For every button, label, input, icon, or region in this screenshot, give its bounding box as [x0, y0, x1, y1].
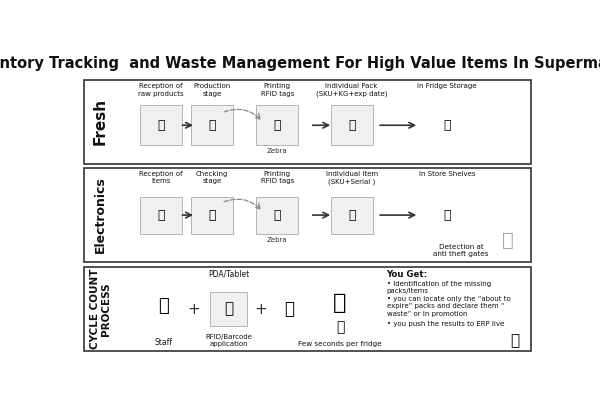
- Text: Zebra: Zebra: [267, 237, 287, 243]
- Text: ⬜: ⬜: [502, 231, 514, 250]
- Bar: [256, 105, 298, 145]
- Text: 📱: 📱: [348, 208, 355, 222]
- Text: 🖨: 🖨: [274, 119, 281, 132]
- Text: You Get:: You Get:: [386, 270, 428, 279]
- Text: 📦: 📦: [157, 208, 165, 222]
- Text: Electronics: Electronics: [94, 177, 107, 254]
- Text: In Store Shelves: In Store Shelves: [419, 171, 475, 177]
- Text: Reception of
Items: Reception of Items: [139, 171, 183, 184]
- Text: Checking
stage: Checking stage: [196, 171, 229, 184]
- Text: +: +: [254, 302, 268, 316]
- Text: 📱: 📱: [224, 302, 233, 316]
- Text: • you can locate only the “about to
expire” packs and declare them “
waste” or i: • you can locate only the “about to expi…: [386, 296, 510, 317]
- Text: 🧍: 🧍: [158, 297, 169, 315]
- Text: CYCLE COUNT
PROCESS: CYCLE COUNT PROCESS: [90, 269, 111, 349]
- Text: 🥩: 🥩: [348, 119, 355, 132]
- Text: Printing
RFID tags: Printing RFID tags: [260, 84, 294, 97]
- Bar: [191, 197, 233, 234]
- Text: Few seconds per fridge: Few seconds per fridge: [298, 341, 382, 347]
- Text: Detection at
anti theft gates: Detection at anti theft gates: [433, 244, 488, 257]
- Bar: [140, 197, 182, 234]
- Bar: [140, 105, 182, 145]
- Text: 🎁: 🎁: [157, 119, 165, 132]
- Text: 📡: 📡: [284, 300, 294, 318]
- Bar: [210, 292, 247, 326]
- Text: • Identification of the missing
packs/items: • Identification of the missing packs/it…: [386, 280, 491, 294]
- Text: Staff: Staff: [154, 338, 172, 347]
- Text: +: +: [187, 302, 200, 316]
- Text: PDA/Tablet: PDA/Tablet: [208, 270, 249, 279]
- Bar: [331, 105, 373, 145]
- Text: 📱: 📱: [510, 333, 519, 348]
- Bar: [331, 197, 373, 234]
- Text: Individual Pack
(SKU+KG+exp date): Individual Pack (SKU+KG+exp date): [316, 84, 388, 97]
- Text: In Fridge Storage: In Fridge Storage: [417, 84, 477, 90]
- Bar: [84, 267, 530, 351]
- Text: 🔧: 🔧: [336, 320, 344, 334]
- Text: 🖥: 🖥: [443, 208, 451, 222]
- Bar: [191, 105, 233, 145]
- Text: 🏗: 🏗: [208, 119, 216, 132]
- Text: 🧊: 🧊: [443, 119, 451, 132]
- Bar: [84, 168, 530, 262]
- Text: Reception of
raw products: Reception of raw products: [138, 84, 184, 97]
- Text: RFID/Barcode
application: RFID/Barcode application: [205, 334, 252, 347]
- Text: 🖨: 🖨: [274, 208, 281, 222]
- Text: • you push the results to ERP live: • you push the results to ERP live: [386, 320, 504, 326]
- Text: Production
stage: Production stage: [194, 84, 231, 97]
- Text: 🏢: 🏢: [208, 208, 216, 222]
- Text: Individual Item
(SKU+Serial ): Individual Item (SKU+Serial ): [326, 171, 378, 185]
- Text: Inventory Tracking  and Waste Management For High Value Items In Supermarkets: Inventory Tracking and Waste Management …: [0, 56, 600, 71]
- Bar: [84, 80, 530, 164]
- Bar: [256, 197, 298, 234]
- Text: Fresh: Fresh: [93, 98, 108, 146]
- Text: 🛒: 🛒: [334, 293, 347, 313]
- Text: Zebra: Zebra: [267, 148, 287, 154]
- Text: Printing
RFID tags: Printing RFID tags: [260, 171, 294, 184]
